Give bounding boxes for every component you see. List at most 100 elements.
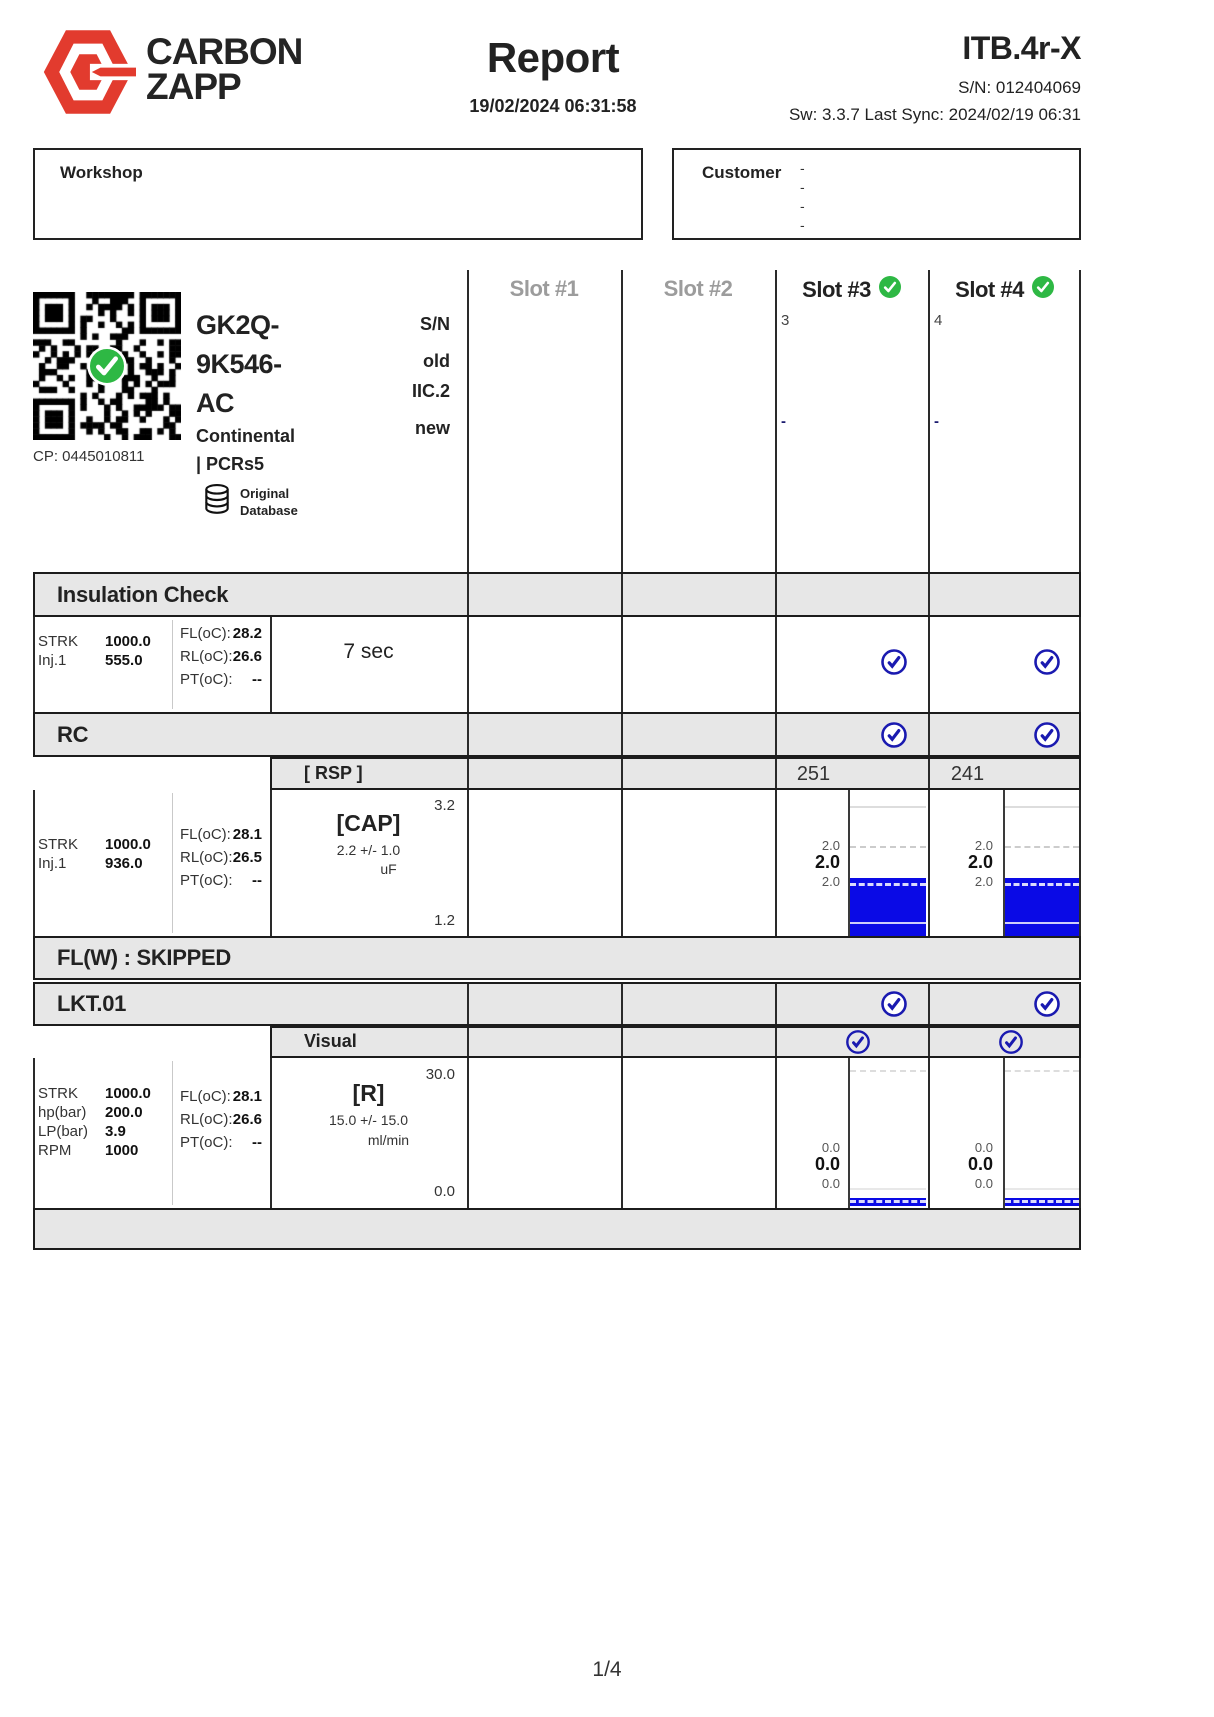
rc-slot3-max: 2.0 <box>821 838 840 853</box>
lkt-param-label-3: LP(bar) <box>38 1123 89 1140</box>
lkt-slot3-avg: 0.0 <box>814 1154 840 1174</box>
database-icon <box>204 484 230 521</box>
col-label-sn: S/N <box>419 314 450 334</box>
divider-col-right <box>1079 270 1081 572</box>
rc-slot3-chart <box>850 790 926 936</box>
slot-header-2: Slot #2 <box>663 276 733 301</box>
device-serial: S/N: 012404069 <box>958 78 1081 97</box>
rc-temp-value-3: -- <box>252 872 262 889</box>
col-label-new: new <box>414 418 450 438</box>
rc-scale-min: 1.2 <box>434 912 455 929</box>
lkt-slot3-max: 0.0 <box>821 1140 840 1155</box>
rc-param-value-1: 1000.0 <box>105 836 151 853</box>
lkt-temp-value-1: 28.1 <box>232 1088 262 1105</box>
rc-header-bar: RC <box>33 712 1081 757</box>
lkt-param-label-4: RPM <box>38 1142 72 1159</box>
qr-code <box>33 292 181 440</box>
rsp-subheader-bar: [ RSP ] 251 241 <box>270 757 1081 790</box>
rc-temp-label-3: PT(oC): <box>180 872 233 889</box>
db-label-line1: Original <box>240 486 290 501</box>
rc-temp-label-2: RL(oC): <box>180 849 233 866</box>
lkt-temp-value-3: -- <box>252 1134 262 1151</box>
slot-header-4: Slot #4 <box>928 276 1081 304</box>
rc-temp-label-1: FL(oC): <box>180 826 231 843</box>
rc-slot4-chart <box>1005 790 1079 936</box>
insulation-temp-label-2: RL(oC): <box>180 648 233 665</box>
rc-temp-value-2: 26.5 <box>232 849 262 866</box>
injector-code-line3: AC <box>196 388 234 418</box>
rc-slot4-min: 2.0 <box>974 874 993 889</box>
col-label-iic: IIC.2 <box>411 381 450 401</box>
rc-title: RC <box>57 722 89 747</box>
divider-col1 <box>467 270 469 572</box>
insulation-title: Insulation Check <box>57 582 229 607</box>
visual-subheader-bar: Visual <box>270 1026 1081 1058</box>
customer-dash-2: - <box>800 179 805 195</box>
rc-temp-value-1: 28.1 <box>232 826 262 843</box>
slot4-dash: - <box>934 413 939 430</box>
workshop-box: Workshop <box>33 148 643 240</box>
customer-dash-4: - <box>800 217 805 233</box>
rc-unit: uF <box>380 861 397 877</box>
customer-box: Customer - - - - <box>672 148 1081 240</box>
lkt-param-label-2: hp(bar) <box>38 1104 87 1121</box>
qr-green-check-icon <box>87 346 127 391</box>
lkt-slot4-min: 0.0 <box>974 1176 993 1191</box>
divider-col2 <box>621 270 623 572</box>
lkt-slot3-chart <box>850 1058 926 1208</box>
insulation-param-value-2: 555.0 <box>105 652 143 669</box>
lkt-scale-min: 0.0 <box>434 1183 455 1200</box>
lkt-title: LKT.01 <box>57 991 127 1016</box>
lkt-param-value-1: 1000.0 <box>105 1085 151 1102</box>
sw-sync-line: Sw: 3.3.7 Last Sync: 2024/02/19 06:31 <box>788 105 1081 124</box>
rsp-value-slot4: 241 <box>950 763 985 785</box>
blue-check-icon <box>880 721 908 754</box>
slot-header-1: Slot #1 <box>509 276 579 301</box>
page-title: Report <box>486 34 620 81</box>
db-label-line2: Database <box>240 503 298 518</box>
customer-dash-1: - <box>800 160 805 176</box>
insulation-temp-label-3: PT(oC): <box>180 671 233 688</box>
green-check-icon <box>878 276 901 304</box>
blue-check-icon <box>845 1029 871 1060</box>
report-datetime: 19/02/2024 06:31:58 <box>469 96 637 116</box>
rc-tolerance: 2.2 +/- 1.0 <box>336 842 401 858</box>
lkt-temp-label-1: FL(oC): <box>180 1088 231 1105</box>
slot4-number: 4 <box>934 312 943 329</box>
rc-param-label-1: STRK <box>38 836 79 853</box>
lkt-measure: [R] <box>352 1080 385 1106</box>
customer-label: Customer <box>702 163 782 182</box>
insulation-param-label-2: Inj.1 <box>38 652 67 669</box>
lkt-slot4-avg: 0.0 <box>967 1154 993 1174</box>
customer-dash-3: - <box>800 198 805 214</box>
insulation-spec: 7 sec <box>343 640 394 663</box>
flw-title: FL(W) : SKIPPED <box>57 945 231 970</box>
injector-manufacturer: Continental <box>196 426 295 446</box>
qr-caption: CP: 0445010811 <box>33 448 145 465</box>
rc-param-value-2: 936.0 <box>105 855 143 872</box>
insulation-temp-value-2: 26.6 <box>232 648 262 665</box>
rc-measure: [CAP] <box>336 810 401 836</box>
slot-header-3: Slot #3 <box>775 276 928 304</box>
blue-check-icon <box>998 1029 1024 1060</box>
lkt-slot3-min: 0.0 <box>821 1176 840 1191</box>
slot3-dash: - <box>781 413 786 430</box>
lkt-param-label-1: STRK <box>38 1085 79 1102</box>
insulation-temp-value-3: -- <box>252 671 262 688</box>
lkt-slot4-chart <box>1005 1058 1079 1208</box>
slot3-number: 3 <box>781 312 790 329</box>
blue-check-icon <box>880 648 908 681</box>
rc-slot3-avg: 2.0 <box>814 852 840 872</box>
lkt-param-value-2: 200.0 <box>105 1104 143 1121</box>
rc-scale-max: 3.2 <box>434 797 455 814</box>
lkt-slot4-max: 0.0 <box>974 1140 993 1155</box>
injector-series: | PCRs5 <box>196 454 265 474</box>
visual-label: Visual <box>304 1031 357 1051</box>
brand-name: CARBON ZAPP <box>146 33 303 105</box>
page-number: 1/4 <box>592 1658 622 1681</box>
rsp-label: [ RSP ] <box>304 763 363 783</box>
rc-slot3-min: 2.0 <box>821 874 840 889</box>
injector-code-line2: 9K546- <box>196 349 282 379</box>
injector-code: GK2Q- 9K546- AC <box>196 306 282 423</box>
